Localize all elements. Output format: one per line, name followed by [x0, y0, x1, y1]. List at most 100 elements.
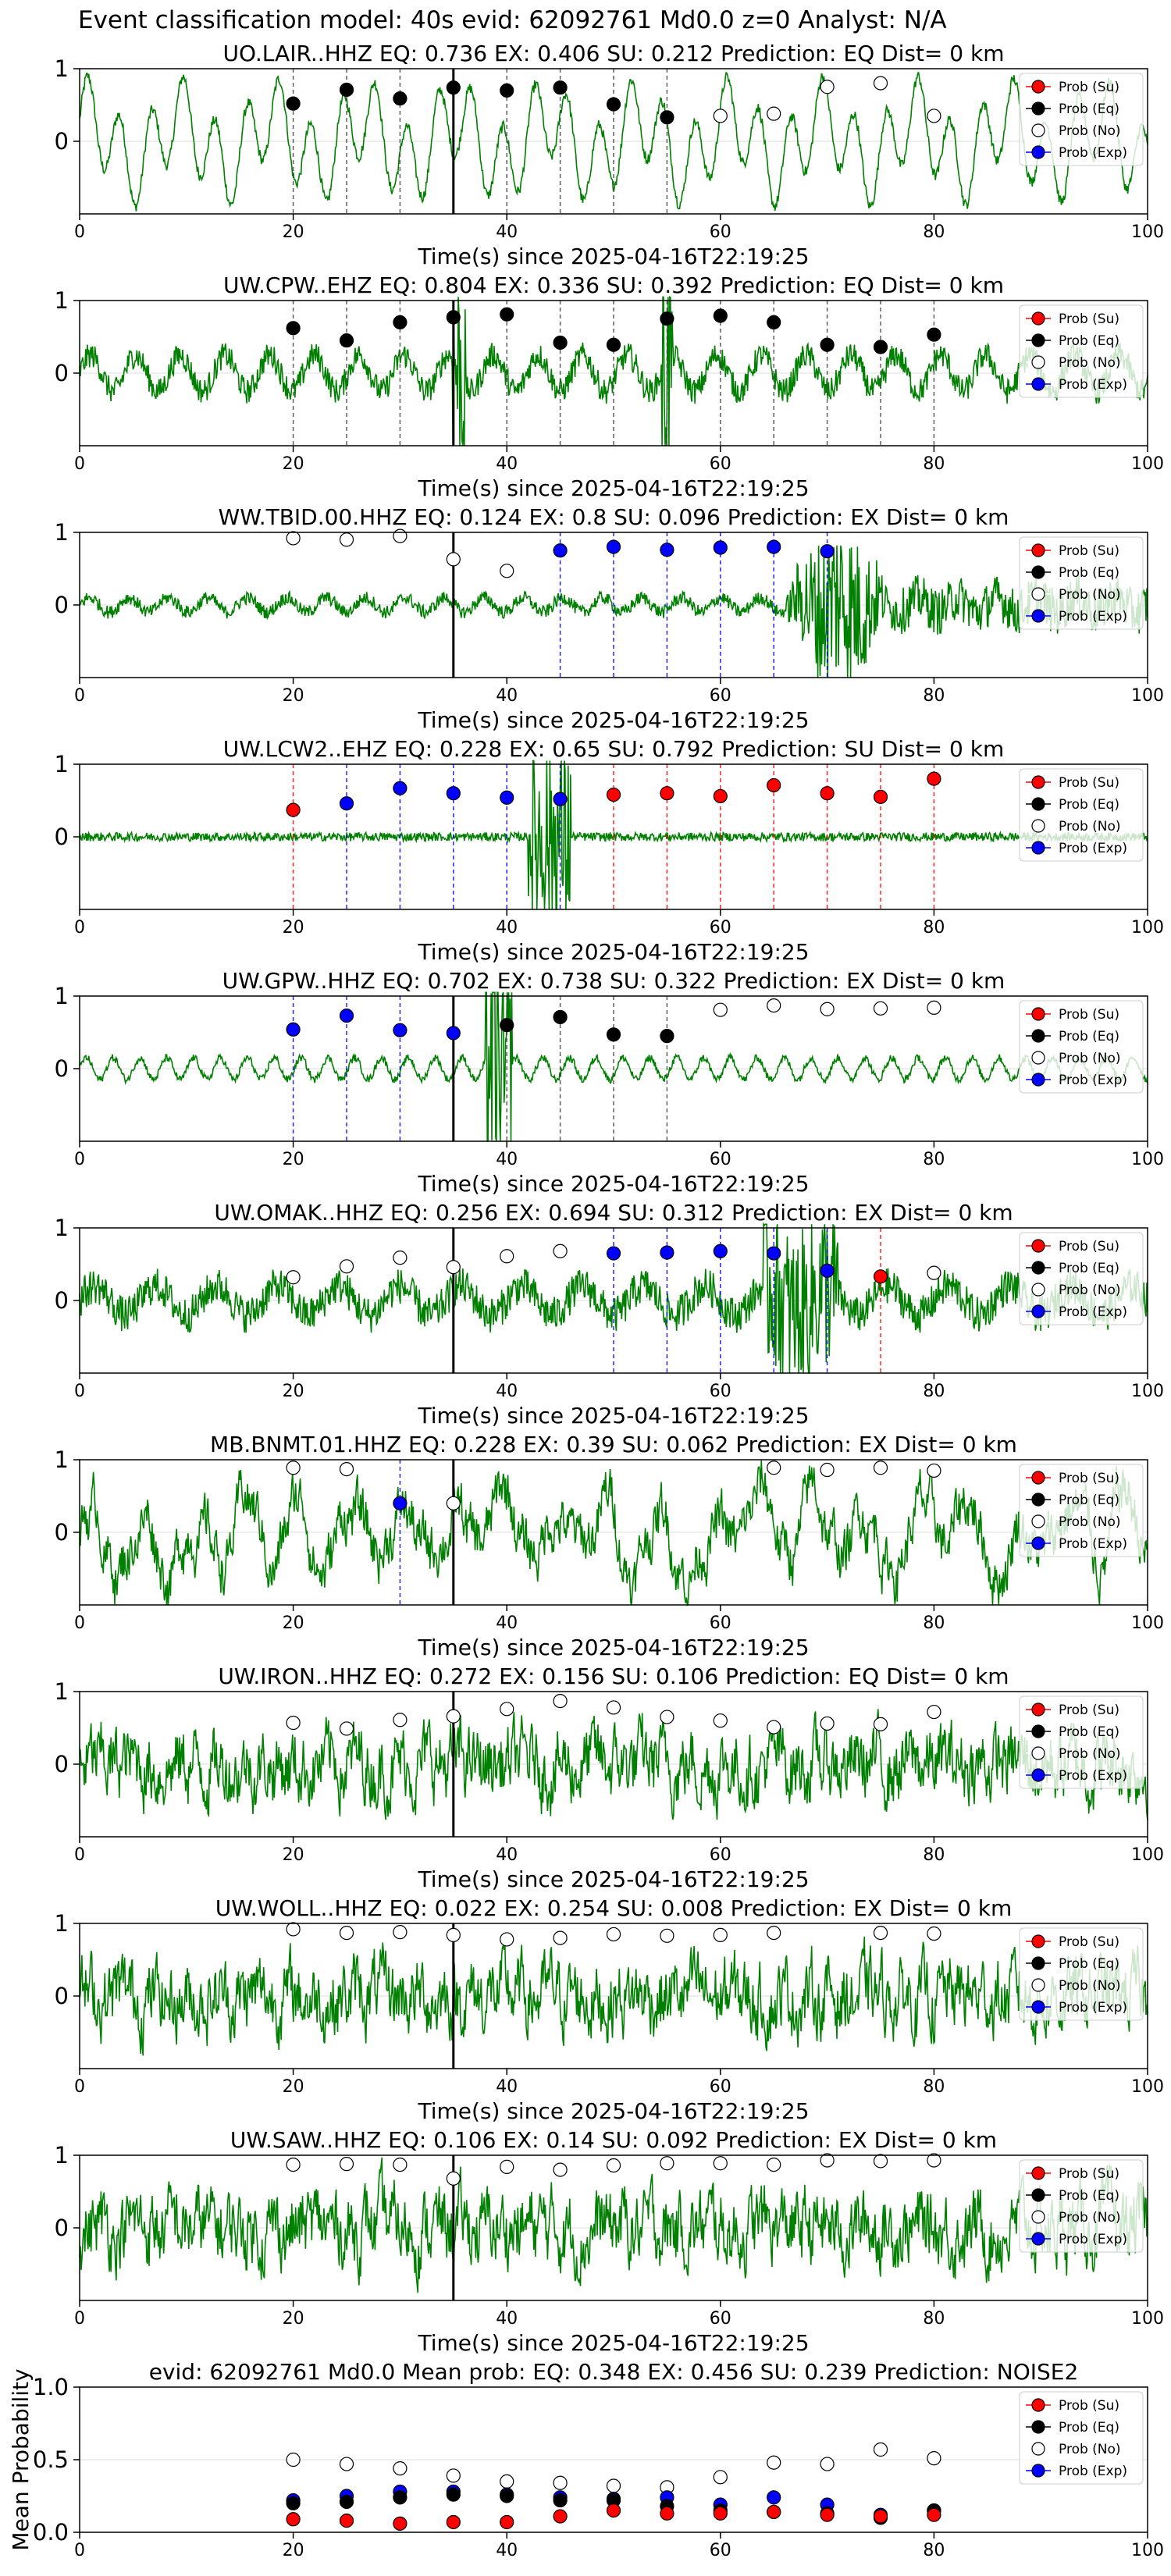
prob-point-eq — [446, 80, 461, 95]
mean-point-no — [713, 2470, 728, 2485]
x-tick-label: 80 — [923, 222, 945, 242]
legend-label-exp: Prob (Exp) — [1059, 1304, 1127, 1320]
legend-label-eq: Prob (Eq) — [1059, 2420, 1119, 2435]
prob-point-eq — [713, 308, 728, 323]
prob-point-eq — [500, 83, 514, 98]
prob-point-no — [767, 1925, 781, 1941]
mean-point-eq — [339, 2494, 354, 2510]
legend: Prob (Su) Prob (Eq) Prob (No) Prob (Exp) — [1019, 2391, 1144, 2485]
x-tick-label: 40 — [496, 1150, 518, 1169]
legend-label-no: Prob (No) — [1059, 355, 1121, 371]
legend-label-no: Prob (No) — [1059, 1051, 1121, 1066]
prob-point-no — [660, 1928, 674, 1943]
prob-point-exp — [393, 1496, 408, 1510]
panel-title: MB.BNMT.01.HHZ EQ: 0.228 EX: 0.39 SU: 0.… — [210, 1432, 1017, 1457]
mean-point-no — [446, 2468, 461, 2483]
legend-marker-eq — [1031, 1029, 1045, 1043]
prob-point-su — [606, 787, 621, 802]
prob-point-no — [713, 1002, 728, 1017]
legend-label-eq: Prob (Eq) — [1059, 565, 1119, 581]
prob-point-eq — [339, 333, 354, 348]
panel-title: UW.LCW2..EHZ EQ: 0.228 EX: 0.65 SU: 0.79… — [223, 736, 1004, 762]
panel-title: UW.CPW..EHZ EQ: 0.804 EX: 0.336 SU: 0.39… — [223, 272, 1004, 298]
x-tick-label: 60 — [710, 686, 731, 706]
x-tick-label: 60 — [710, 2077, 731, 2097]
x-axis-label: Time(s) since 2025-04-16T22:19:25 — [417, 1635, 809, 1660]
x-tick-label: 80 — [923, 2541, 945, 2560]
x-tick-label: 0 — [74, 222, 85, 242]
mean-point-no — [393, 2461, 408, 2476]
prob-point-eq — [339, 82, 354, 98]
mean-point-su — [713, 2506, 728, 2521]
prob-point-no — [606, 1927, 621, 1942]
panel-7: MB.BNMT.01.HHZ EQ: 0.228 EX: 0.39 SU: 0.… — [55, 1432, 1164, 1660]
mean-point-su — [553, 2509, 568, 2524]
prob-point-exp — [553, 543, 568, 558]
prob-point-no — [500, 2159, 514, 2174]
prob-point-exp — [713, 1244, 728, 1258]
legend-marker-no — [1031, 123, 1045, 137]
prob-point-eq — [606, 97, 621, 112]
prob-point-no — [393, 528, 408, 543]
x-tick-label: 20 — [283, 222, 304, 242]
legend-label-su: Prob (Su) — [1059, 1471, 1119, 1486]
legend-marker-exp — [1031, 841, 1045, 855]
legend-marker-no — [1031, 1514, 1045, 1528]
prob-point-eq — [660, 1029, 674, 1044]
prob-point-no — [873, 1717, 888, 1731]
x-tick-label: 100 — [1131, 686, 1164, 706]
legend-marker-su — [1031, 2398, 1045, 2412]
x-axis-label: Time(s) since 2025-04-16T22:19:25 — [417, 2330, 809, 2356]
x-tick-label: 40 — [496, 2541, 518, 2560]
legend-label-no: Prob (No) — [1059, 2442, 1121, 2457]
y-tick-label: 0 — [55, 2215, 69, 2241]
prob-point-exp — [820, 1263, 835, 1278]
prob-point-no — [286, 1270, 301, 1285]
legend-marker-no — [1031, 1283, 1045, 1297]
prob-point-eq — [500, 307, 514, 322]
prob-point-su — [767, 777, 781, 793]
prob-point-no — [500, 564, 514, 578]
legend-marker-eq — [1031, 101, 1045, 116]
prob-point-eq — [927, 327, 941, 342]
mean-point-su — [767, 2504, 781, 2520]
panel-6: UW.OMAK..HHZ EQ: 0.256 EX: 0.694 SU: 0.3… — [55, 1200, 1164, 1429]
prob-point-exp — [606, 1246, 621, 1261]
prob-point-no — [500, 1249, 514, 1264]
legend-marker-eq — [1031, 1956, 1045, 1970]
y-tick-label: 1 — [55, 55, 69, 82]
legend-marker-no — [1031, 819, 1045, 833]
legend-label-eq: Prob (Eq) — [1059, 101, 1119, 117]
prob-point-no — [606, 1700, 621, 1715]
prob-point-no — [820, 80, 835, 94]
legend-box — [1019, 1927, 1144, 2021]
legend-marker-exp — [1031, 377, 1045, 391]
prob-point-no — [553, 2162, 568, 2177]
prob-point-no — [820, 1002, 835, 1016]
y-tick-label: 1 — [55, 1446, 69, 1473]
prob-point-su — [713, 788, 728, 804]
prob-point-exp — [820, 544, 835, 559]
mean-point-no — [339, 2457, 354, 2471]
x-axis-label: Time(s) since 2025-04-16T22:19:25 — [417, 2098, 809, 2124]
legend-marker-eq — [1031, 1724, 1045, 1738]
legend-label-su: Prob (Su) — [1059, 2398, 1119, 2414]
prob-point-no — [339, 1925, 354, 1941]
legend-label-eq: Prob (Eq) — [1059, 797, 1119, 813]
y-tick-label: 0.5 — [33, 2446, 69, 2473]
x-tick-label: 40 — [496, 2077, 518, 2097]
mean-point-su — [927, 2507, 941, 2522]
waveform-line — [79, 1936, 1148, 2056]
prob-point-no — [339, 2157, 354, 2172]
prob-point-no — [713, 1713, 728, 1728]
mean-point-su — [660, 2506, 674, 2521]
legend-label-no: Prob (No) — [1059, 1514, 1121, 1530]
prob-point-no — [767, 2157, 781, 2172]
mean-point-su — [820, 2507, 835, 2522]
panel-8: UW.IRON..HHZ EQ: 0.272 EX: 0.156 SU: 0.1… — [55, 1663, 1164, 1892]
panel-4: UW.LCW2..EHZ EQ: 0.228 EX: 0.65 SU: 0.79… — [55, 736, 1164, 965]
legend-label-exp: Prob (Exp) — [1059, 609, 1127, 624]
legend-label-su: Prob (Su) — [1059, 543, 1119, 559]
prob-point-no — [393, 1925, 408, 1940]
mean-point-eq — [553, 2492, 568, 2508]
